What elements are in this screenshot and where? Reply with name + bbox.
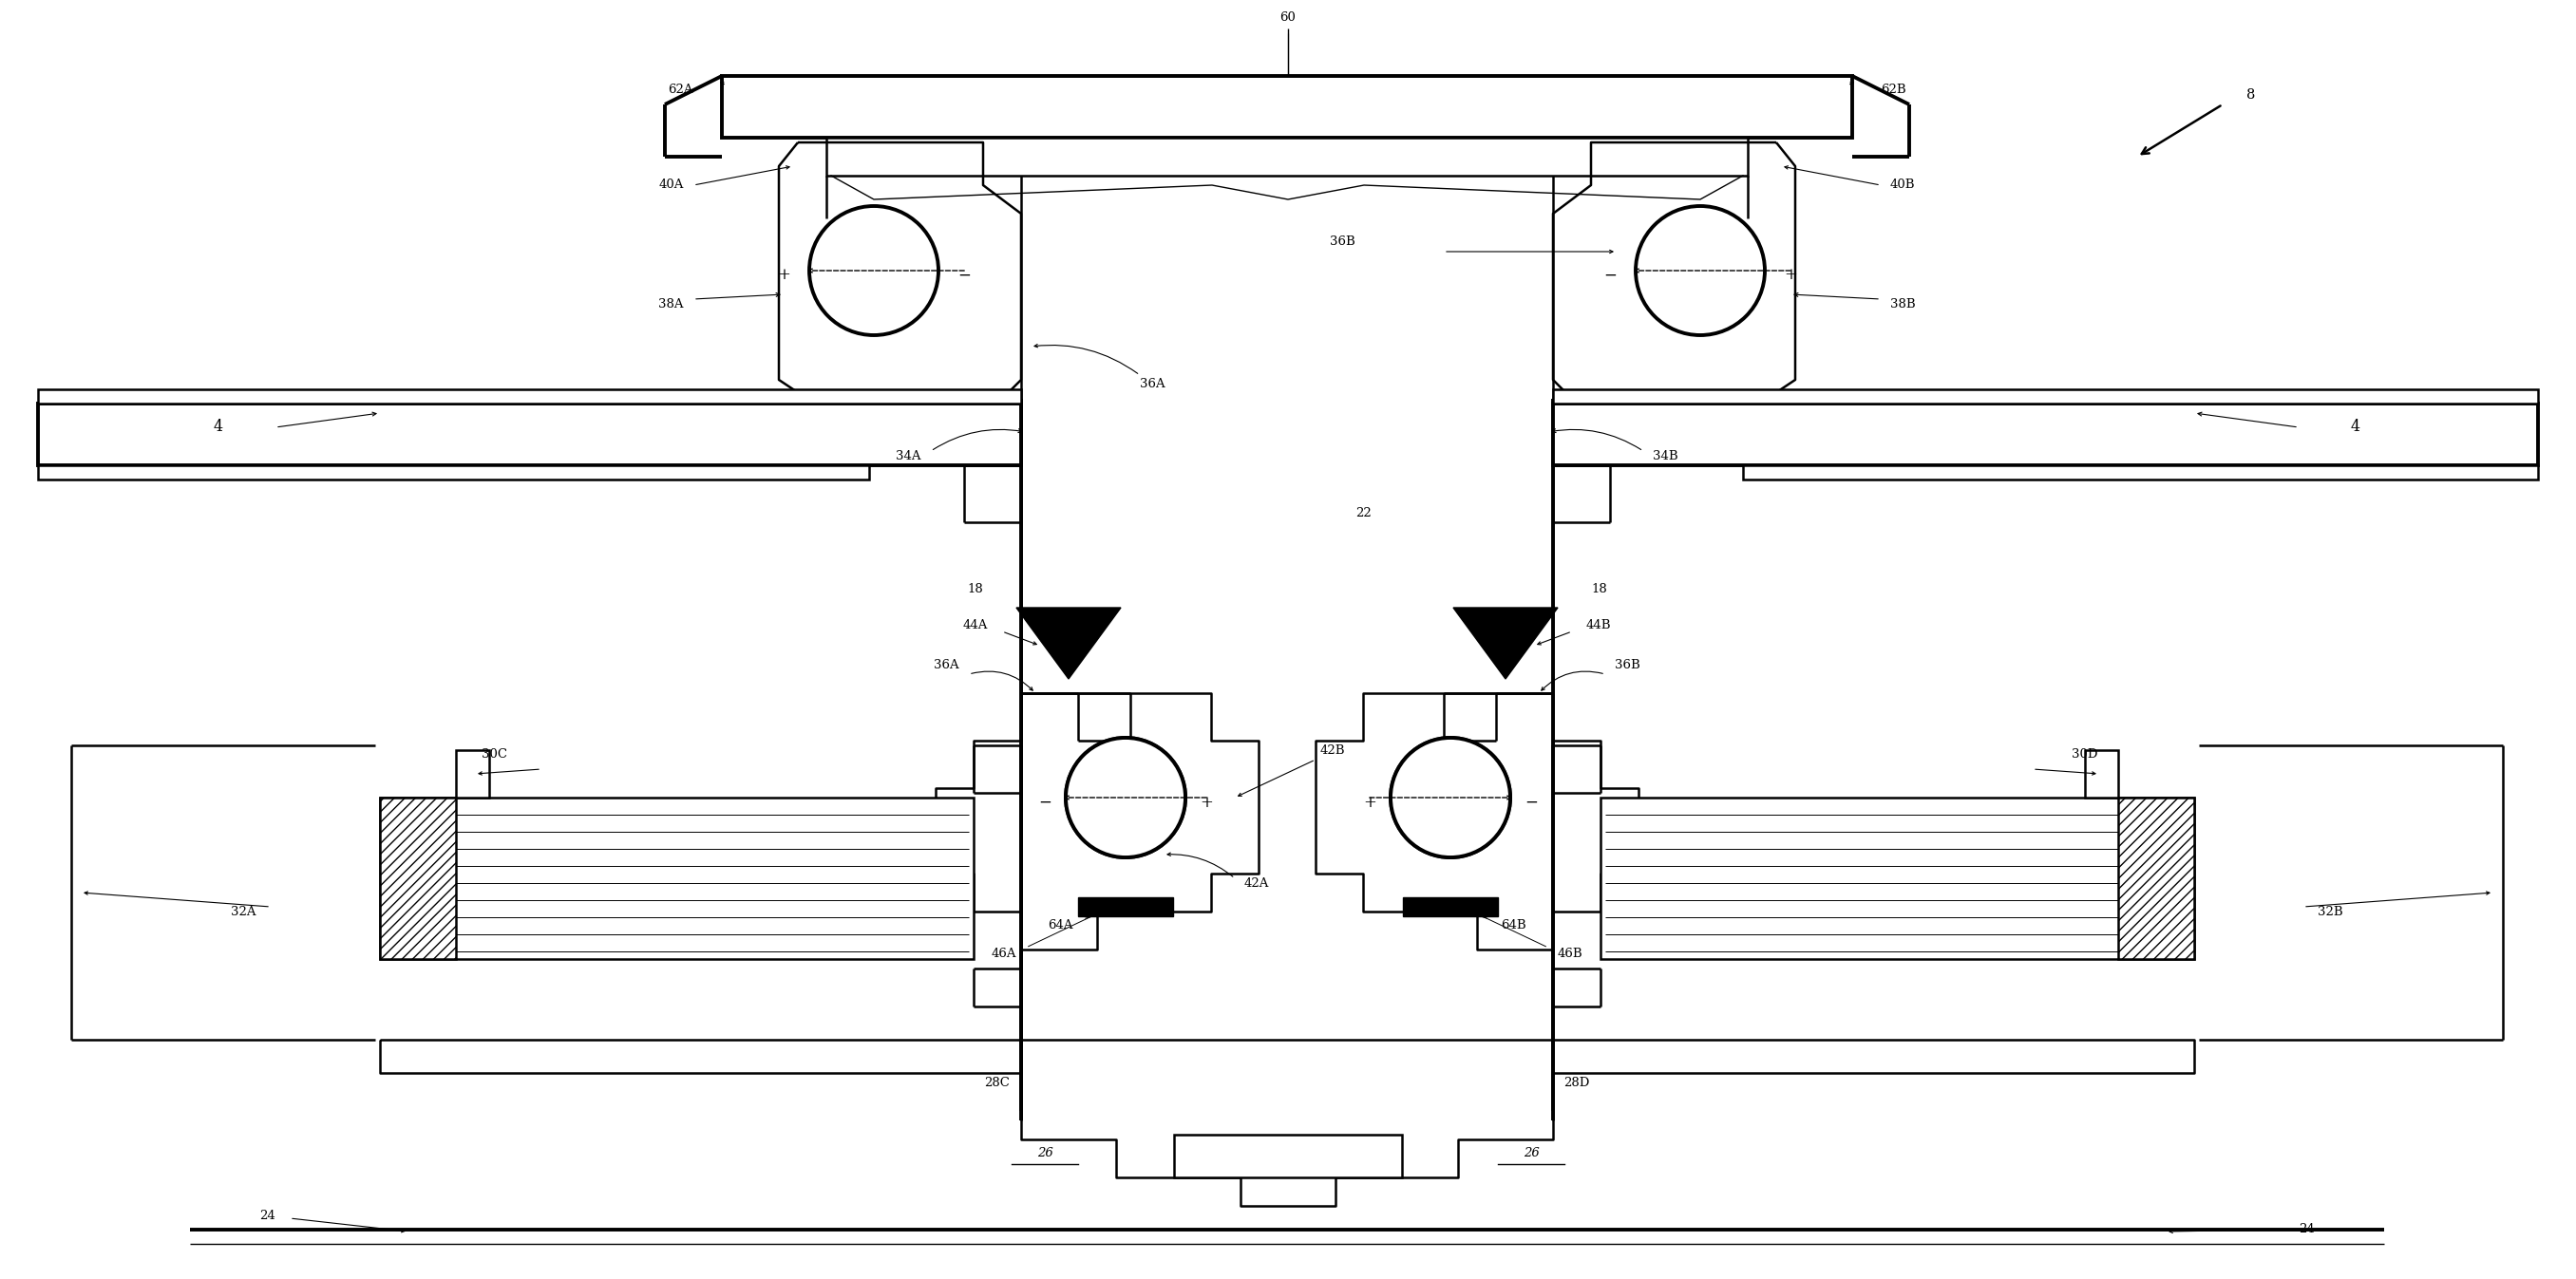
Bar bbox=[1404, 898, 1497, 916]
Circle shape bbox=[1391, 738, 1510, 857]
Text: 18: 18 bbox=[966, 582, 984, 595]
Text: −: − bbox=[1602, 267, 1618, 284]
Text: 4: 4 bbox=[2352, 420, 2360, 435]
Text: 32A: 32A bbox=[232, 906, 258, 918]
Text: +: + bbox=[1363, 794, 1376, 811]
Text: 46B: 46B bbox=[1558, 948, 1584, 961]
Bar bbox=[39, 404, 1020, 466]
Text: 36B: 36B bbox=[1329, 235, 1355, 248]
Bar bbox=[379, 798, 974, 959]
Polygon shape bbox=[935, 693, 1260, 949]
Text: 28C: 28C bbox=[984, 1076, 1010, 1088]
Text: 34A: 34A bbox=[896, 450, 922, 462]
Text: 64A: 64A bbox=[1048, 920, 1074, 932]
Text: 64B: 64B bbox=[1502, 920, 1525, 932]
Text: 30D: 30D bbox=[2071, 748, 2097, 761]
Text: +: + bbox=[1785, 267, 1798, 284]
Text: 24: 24 bbox=[2298, 1224, 2316, 1236]
Circle shape bbox=[1066, 738, 1185, 857]
Circle shape bbox=[809, 206, 938, 335]
Bar bbox=[456, 749, 489, 798]
Circle shape bbox=[1066, 738, 1185, 857]
Circle shape bbox=[1636, 206, 1765, 335]
Text: 34B: 34B bbox=[1654, 450, 1677, 462]
Polygon shape bbox=[1316, 693, 1638, 949]
Bar bbox=[2117, 798, 2195, 959]
Text: 30C: 30C bbox=[482, 748, 507, 761]
Bar bbox=[1553, 389, 2537, 404]
Text: 42A: 42A bbox=[1244, 877, 1270, 889]
Bar bbox=[827, 138, 1747, 175]
Text: 22: 22 bbox=[1355, 506, 1373, 519]
Text: 62A: 62A bbox=[667, 84, 693, 96]
Bar bbox=[1079, 898, 1172, 916]
Polygon shape bbox=[1018, 608, 1121, 679]
Bar bbox=[1600, 798, 2195, 959]
Text: +: + bbox=[1200, 794, 1213, 811]
Text: 40B: 40B bbox=[1891, 179, 1917, 192]
Bar bbox=[379, 798, 456, 959]
Bar bbox=[39, 389, 1020, 404]
Text: 44B: 44B bbox=[1587, 619, 1613, 631]
Bar bbox=[721, 75, 1852, 138]
Bar bbox=[1553, 404, 2537, 466]
Text: 18: 18 bbox=[1592, 582, 1607, 595]
Polygon shape bbox=[1553, 142, 1795, 399]
Text: −: − bbox=[958, 267, 971, 284]
Polygon shape bbox=[778, 142, 1020, 399]
Text: 4: 4 bbox=[214, 420, 224, 435]
Bar bbox=[2084, 749, 2117, 798]
Text: 28D: 28D bbox=[1564, 1076, 1589, 1088]
Text: 36B: 36B bbox=[1615, 659, 1641, 670]
Bar bbox=[1175, 1134, 1401, 1178]
Text: 46A: 46A bbox=[992, 948, 1018, 961]
Text: 32B: 32B bbox=[2318, 906, 2344, 918]
Text: +: + bbox=[778, 267, 791, 284]
Text: 60: 60 bbox=[1280, 12, 1296, 23]
Text: 36A: 36A bbox=[1139, 379, 1164, 390]
Text: 38A: 38A bbox=[659, 298, 683, 310]
Text: 26: 26 bbox=[1038, 1147, 1054, 1160]
Text: 36A: 36A bbox=[935, 659, 958, 670]
Text: 62B: 62B bbox=[1880, 84, 1906, 96]
Text: 26: 26 bbox=[1522, 1147, 1538, 1160]
Bar bbox=[39, 466, 868, 480]
Circle shape bbox=[1391, 738, 1510, 857]
Bar bbox=[1744, 466, 2537, 480]
Text: 40A: 40A bbox=[659, 179, 683, 192]
Text: −: − bbox=[1525, 794, 1538, 811]
Text: 38B: 38B bbox=[1891, 298, 1917, 310]
Polygon shape bbox=[379, 1040, 2195, 1206]
Text: −: − bbox=[1038, 794, 1051, 811]
Text: 44A: 44A bbox=[963, 619, 987, 631]
Text: 8: 8 bbox=[2246, 88, 2257, 101]
Polygon shape bbox=[1453, 608, 1558, 679]
Text: 42B: 42B bbox=[1321, 744, 1345, 756]
Text: 24: 24 bbox=[260, 1209, 276, 1221]
